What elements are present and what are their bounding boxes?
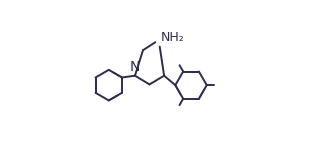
Text: NH₂: NH₂ [161,31,184,44]
Text: N: N [130,60,140,74]
